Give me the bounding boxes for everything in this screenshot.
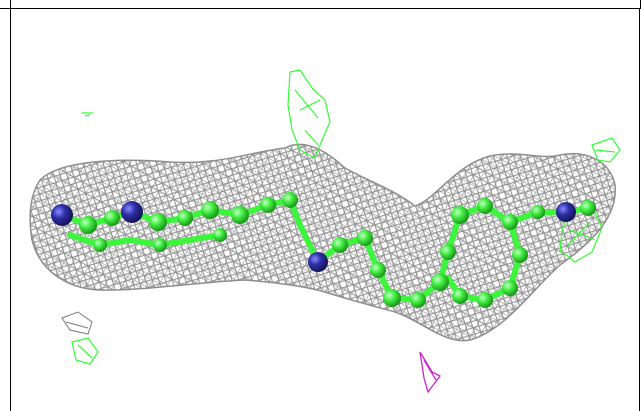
carbon-atom	[260, 197, 276, 213]
positive-difference-density	[71, 69, 621, 365]
carbon-atom	[149, 213, 167, 231]
carbon-atom	[370, 262, 386, 278]
grey-mesh-fragment	[61, 311, 93, 335]
carbon-atom	[502, 214, 518, 230]
carbon-atom	[282, 192, 298, 208]
carbon-atom	[357, 230, 373, 246]
carbon-atom	[177, 210, 193, 226]
carbon-atom	[231, 206, 249, 224]
carbon-atom	[431, 273, 449, 291]
top-divider-left	[10, 0, 11, 9]
carbon-atom	[502, 280, 518, 296]
carbon-atom	[477, 198, 493, 214]
carbon-atom	[383, 289, 401, 307]
nitrogen-atom	[308, 252, 328, 272]
carbon-atom	[451, 206, 469, 224]
carbon-atom	[213, 228, 227, 242]
carbon-atom	[93, 238, 107, 252]
carbon-atom	[153, 238, 167, 252]
nitrogen-atom	[121, 201, 143, 223]
carbon-atom	[410, 292, 426, 308]
carbon-atom	[477, 292, 493, 308]
carbon-atom	[580, 200, 596, 216]
carbon-atom	[440, 244, 456, 260]
carbon-atom	[332, 237, 348, 253]
carbon-atom	[201, 201, 219, 219]
carbon-atom	[104, 210, 120, 226]
carbon-atom	[452, 288, 468, 304]
nitrogen-atom	[51, 204, 73, 226]
carbon-atom	[531, 205, 545, 219]
carbon-atom	[512, 247, 528, 263]
nitrogen-atom	[556, 202, 576, 222]
ligand-atoms	[51, 192, 596, 308]
negative-difference-density	[419, 351, 441, 394]
carbon-atom	[79, 216, 97, 234]
